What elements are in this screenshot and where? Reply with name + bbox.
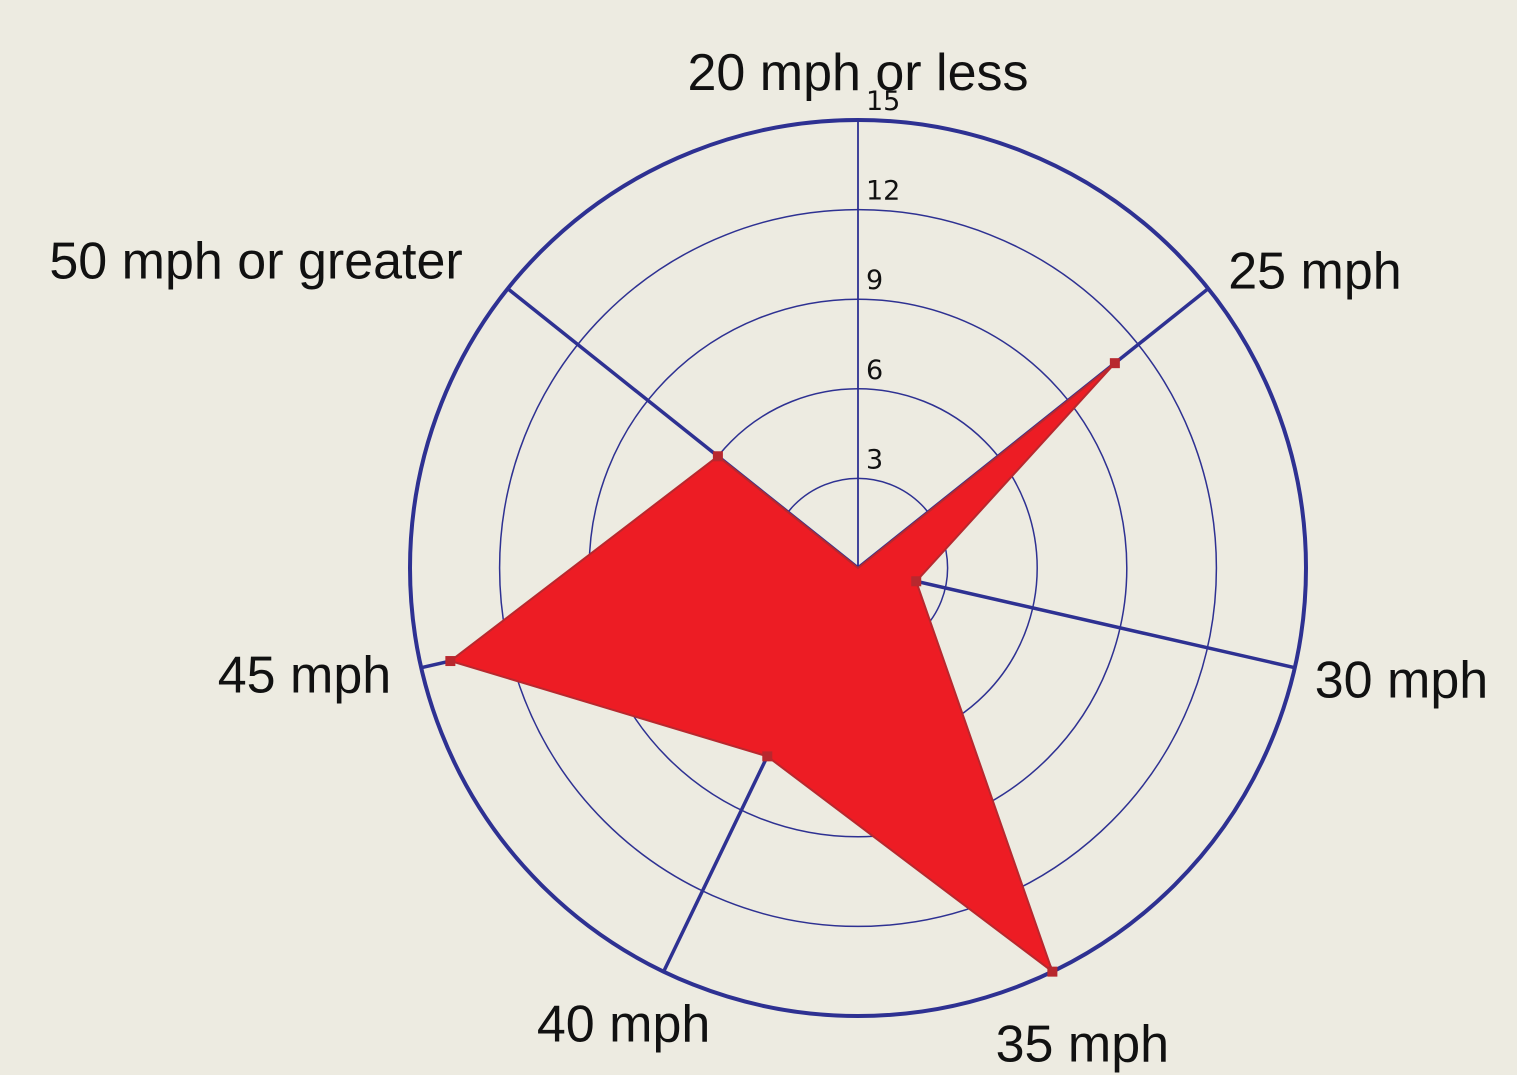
series-area [448, 362, 1116, 975]
category-label: 30 mph [1315, 652, 1488, 710]
tick-label: 9 [866, 265, 883, 296]
category-label: 35 mph [996, 1016, 1169, 1074]
tick-label: 15 [866, 86, 900, 117]
category-labels: 20 mph or less 25 mph 30 mph 35 mph 40 mph 45… [49, 44, 1488, 1074]
tick-labels: 3 6 9 12 15 [866, 86, 900, 475]
data-point [911, 576, 922, 587]
radial-axes [420, 120, 1296, 973]
category-label: 40 mph [537, 996, 710, 1054]
data-point [762, 751, 773, 762]
tick-label: 6 [866, 355, 883, 386]
category-label: 25 mph [1228, 243, 1401, 301]
category-label: 45 mph [218, 647, 391, 705]
category-label: 50 mph or greater [49, 233, 462, 291]
data-point [1109, 358, 1120, 369]
tick-label: 12 [866, 176, 900, 207]
category-label: 20 mph or less [687, 44, 1028, 102]
tick-label: 3 [866, 444, 883, 475]
axis-line [857, 566, 1296, 670]
data-point [1047, 966, 1058, 977]
data-point [712, 451, 723, 462]
data-point [445, 656, 456, 667]
series-layer [445, 358, 1120, 977]
